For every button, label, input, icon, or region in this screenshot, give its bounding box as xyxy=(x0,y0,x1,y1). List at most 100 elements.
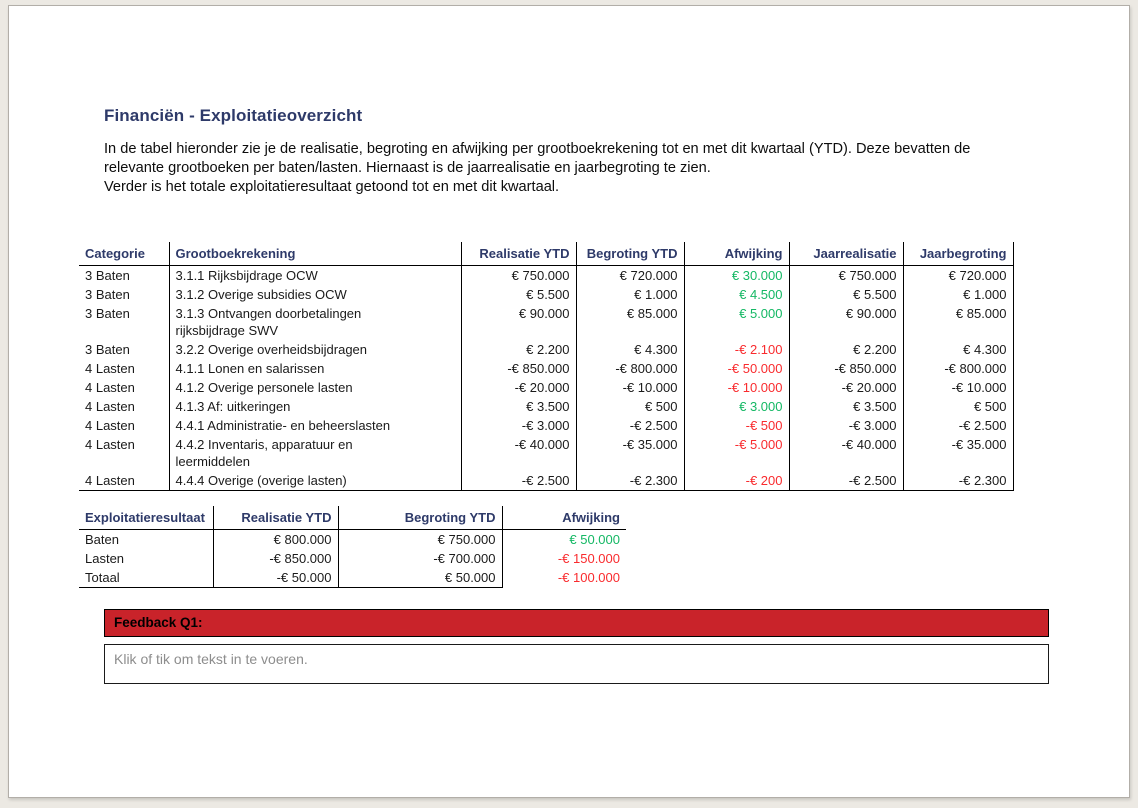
intro-text: In de tabel hieronder zie je de realisat… xyxy=(104,140,1022,197)
table-row: 4 Lasten 4.1.2 Overige personele lasten -€… xyxy=(79,378,1014,397)
table-cell: € 4.500 xyxy=(684,285,790,304)
table-cell: 4.4.4 Overige (overige lasten) xyxy=(169,471,462,491)
table-cell: Baten xyxy=(79,529,214,549)
table-cell: 3.1.3 Ontvangen doorbetalingen rijksbijd… xyxy=(169,304,462,340)
table-cell: € 2.200 xyxy=(789,340,904,359)
table-cell: 4.1.1 Lonen en salarissen xyxy=(169,359,462,378)
table-row: 3 Baten 3.1.1 Rijksbijdrage OCW € 750.000 €… xyxy=(79,265,1014,285)
table-cell: € 2.200 xyxy=(461,340,577,359)
grootboek-header-row: Categorie Grootboekrekening Realisatie YTD… xyxy=(79,242,1014,266)
feedback-label: Feedback Q1: xyxy=(114,615,203,630)
table-row: Lasten -€ 850.000 -€ 700.000 -€ 150.000 xyxy=(79,549,626,568)
table-cell: -€ 2.500 xyxy=(789,471,904,491)
table-cell: € 750.000 xyxy=(461,265,577,285)
table-row: Totaal -€ 50.000 € 50.000 -€ 100.000 xyxy=(79,568,626,588)
table-row: 3 Baten 3.1.2 Overige subsidies OCW € 5.50… xyxy=(79,285,1014,304)
table-cell: -€ 2.500 xyxy=(461,471,577,491)
table-cell: -€ 850.000 xyxy=(461,359,577,378)
table-row: 4 Lasten 4.4.4 Overige (overige lasten) -€… xyxy=(79,471,1014,491)
table-cell: € 720.000 xyxy=(903,265,1014,285)
table-cell: -€ 800.000 xyxy=(576,359,685,378)
table-cell: -€ 3.000 xyxy=(461,416,577,435)
table-cell: € 85.000 xyxy=(576,304,685,340)
table-cell: -€ 850.000 xyxy=(789,359,904,378)
table-cell: -€ 2.100 xyxy=(684,340,790,359)
table-cell: € 4.300 xyxy=(903,340,1014,359)
table-cell: 3.1.2 Overige subsidies OCW xyxy=(169,285,462,304)
feedback-input[interactable]: Klik of tik om tekst in te voeren. xyxy=(104,644,1049,684)
table-cell: € 750.000 xyxy=(338,529,503,549)
column-header: Categorie xyxy=(79,242,170,266)
table-row: 4 Lasten 4.1.3 Af: uitkeringen € 3.500 € 50… xyxy=(79,397,1014,416)
table-cell: € 3.500 xyxy=(789,397,904,416)
table-cell: -€ 10.000 xyxy=(684,378,790,397)
table-cell: -€ 150.000 xyxy=(557,551,620,566)
table-cell: -€ 2.500 xyxy=(576,416,685,435)
table-cell: € 4.300 xyxy=(576,340,685,359)
table-cell: -€ 3.000 xyxy=(789,416,904,435)
table-cell: 4.4.2 Inventaris, apparatuur en leermidd… xyxy=(169,435,462,471)
table-cell: 4 Lasten xyxy=(79,471,170,491)
feedback-placeholder: Klik of tik om tekst in te voeren. xyxy=(114,651,308,667)
table-cell: -€ 20.000 xyxy=(461,378,577,397)
table-cell: € 5.500 xyxy=(789,285,904,304)
table-cell: 3 Baten xyxy=(79,285,170,304)
table-cell: € 750.000 xyxy=(789,265,904,285)
table-cell: -€ 35.000 xyxy=(576,435,685,471)
table-row: 4 Lasten 4.1.1 Lonen en salarissen -€ 850.… xyxy=(79,359,1014,378)
table-cell: -€ 50.000 xyxy=(213,568,339,588)
column-header: Exploitatieresultaat xyxy=(79,506,214,530)
table-cell: € 500 xyxy=(576,397,685,416)
table-cell: 3 Baten xyxy=(79,340,170,359)
table-cell: -€ 10.000 xyxy=(903,378,1014,397)
document-page: Financiën - Exploitatieoverzicht In de t… xyxy=(8,5,1130,798)
table-cell: € 90.000 xyxy=(461,304,577,340)
table-cell: -€ 40.000 xyxy=(461,435,577,471)
table-cell: 4 Lasten xyxy=(79,435,170,471)
intro-paragraph-1: In de tabel hieronder zie je de realisat… xyxy=(104,141,971,176)
table-cell: -€ 700.000 xyxy=(338,549,503,568)
table-cell: Lasten xyxy=(79,549,214,568)
column-header: Begroting YTD xyxy=(576,242,685,266)
table-row: 3 Baten 3.1.3 Ontvangen doorbetalingen ri… xyxy=(79,304,1014,340)
table-cell: 4.4.1 Administratie- en beheerslasten xyxy=(169,416,462,435)
table-cell: -€ 10.000 xyxy=(576,378,685,397)
table-cell: € 1.000 xyxy=(903,285,1014,304)
column-header: Grootboekrekening xyxy=(169,242,462,266)
table-cell: € 3.000 xyxy=(684,397,790,416)
table-row: 3 Baten 3.2.2 Overige overheidsbijdragen €… xyxy=(79,340,1014,359)
table-cell: € 3.500 xyxy=(461,397,577,416)
table-cell: € 90.000 xyxy=(789,304,904,340)
column-header: Afwijking xyxy=(684,242,790,266)
column-header: Jaarbegroting xyxy=(903,242,1014,266)
resultaat-table: Exploitatieresultaat Realisatie YTD Begrot… xyxy=(79,506,626,588)
table-cell: -€ 50.000 xyxy=(684,359,790,378)
table-cell: € 1.000 xyxy=(576,285,685,304)
table-cell: -€ 40.000 xyxy=(789,435,904,471)
table-cell: -€ 35.000 xyxy=(903,435,1014,471)
table-cell: € 50.000 xyxy=(569,532,620,547)
table-row: Baten € 800.000 € 750.000 € 50.000 xyxy=(79,529,626,549)
table-row: 4 Lasten 4.4.2 Inventaris, apparatuur en … xyxy=(79,435,1014,471)
column-header: Realisatie YTD xyxy=(213,506,339,530)
table-cell: Totaal xyxy=(79,568,214,588)
table-cell: -€ 100.000 xyxy=(557,570,620,585)
column-header: Realisatie YTD xyxy=(461,242,577,266)
table-cell: 4.1.2 Overige personele lasten xyxy=(169,378,462,397)
table-cell: € 30.000 xyxy=(684,265,790,285)
resultaat-header-row: Exploitatieresultaat Realisatie YTD Begrot… xyxy=(79,506,626,530)
table-cell: € 5.500 xyxy=(461,285,577,304)
table-cell: 4 Lasten xyxy=(79,416,170,435)
table-cell: 4.1.3 Af: uitkeringen xyxy=(169,397,462,416)
table-cell: -€ 850.000 xyxy=(213,549,339,568)
table-cell: -€ 20.000 xyxy=(789,378,904,397)
table-cell: -€ 5.000 xyxy=(684,435,790,471)
table-cell: -€ 2.300 xyxy=(903,471,1014,491)
table-cell: 3.2.2 Overige overheidsbijdragen xyxy=(169,340,462,359)
table-row: 4 Lasten 4.4.1 Administratie- en beheersl… xyxy=(79,416,1014,435)
table-cell: -€ 500 xyxy=(684,416,790,435)
table-cell: 3.1.1 Rijksbijdrage OCW xyxy=(169,265,462,285)
column-header: Begroting YTD xyxy=(338,506,503,530)
grootboek-table: Categorie Grootboekrekening Realisatie YTD… xyxy=(79,242,1014,491)
